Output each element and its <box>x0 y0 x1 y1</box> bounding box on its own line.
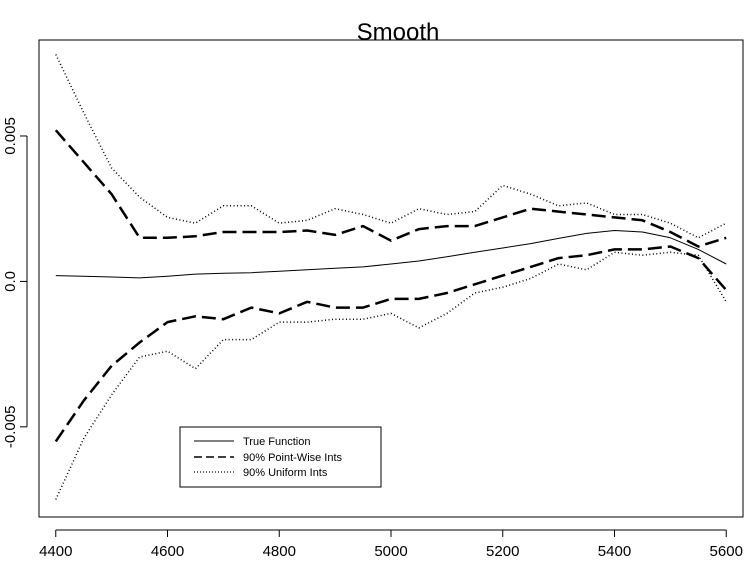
legend: True Function 90% Point-Wise Ints 90% Un… <box>179 426 382 488</box>
series-layer <box>54 54 728 500</box>
x-tick-label-3: 5000 <box>374 543 407 560</box>
y-axis: -0.005 0.0 0.005 <box>2 117 28 449</box>
y-tick-label-1: 0.0 <box>2 271 19 292</box>
series-1-line-1 <box>54 245 728 443</box>
legend-label-pointwise: 90% Point-Wise Ints <box>243 452 343 464</box>
series-1-line-0 <box>54 129 727 248</box>
x-tick-label-6: 5600 <box>710 543 743 560</box>
y-tick-label-0: -0.005 <box>2 406 19 449</box>
x-tick-label-2: 4800 <box>263 543 296 560</box>
chart-title: Smooth <box>357 19 440 46</box>
x-tick-label-5: 5400 <box>598 543 631 560</box>
series-2-line-1 <box>55 251 727 500</box>
plot-frame <box>38 39 744 518</box>
series-2-line-0 <box>55 54 727 239</box>
x-tick-label-0: 4400 <box>39 543 72 560</box>
series-0-line-0 <box>55 230 727 279</box>
x-axis: 4400 4600 4800 5000 5200 5400 5600 <box>39 529 743 560</box>
y-tick-label-2: 0.005 <box>2 117 19 155</box>
x-tick-label-4: 5200 <box>486 543 519 560</box>
x-tick-label-1: 4600 <box>151 543 184 560</box>
legend-label-uniform: 90% Uniform Ints <box>243 467 328 479</box>
legend-label-true-function: True Function <box>243 436 310 448</box>
